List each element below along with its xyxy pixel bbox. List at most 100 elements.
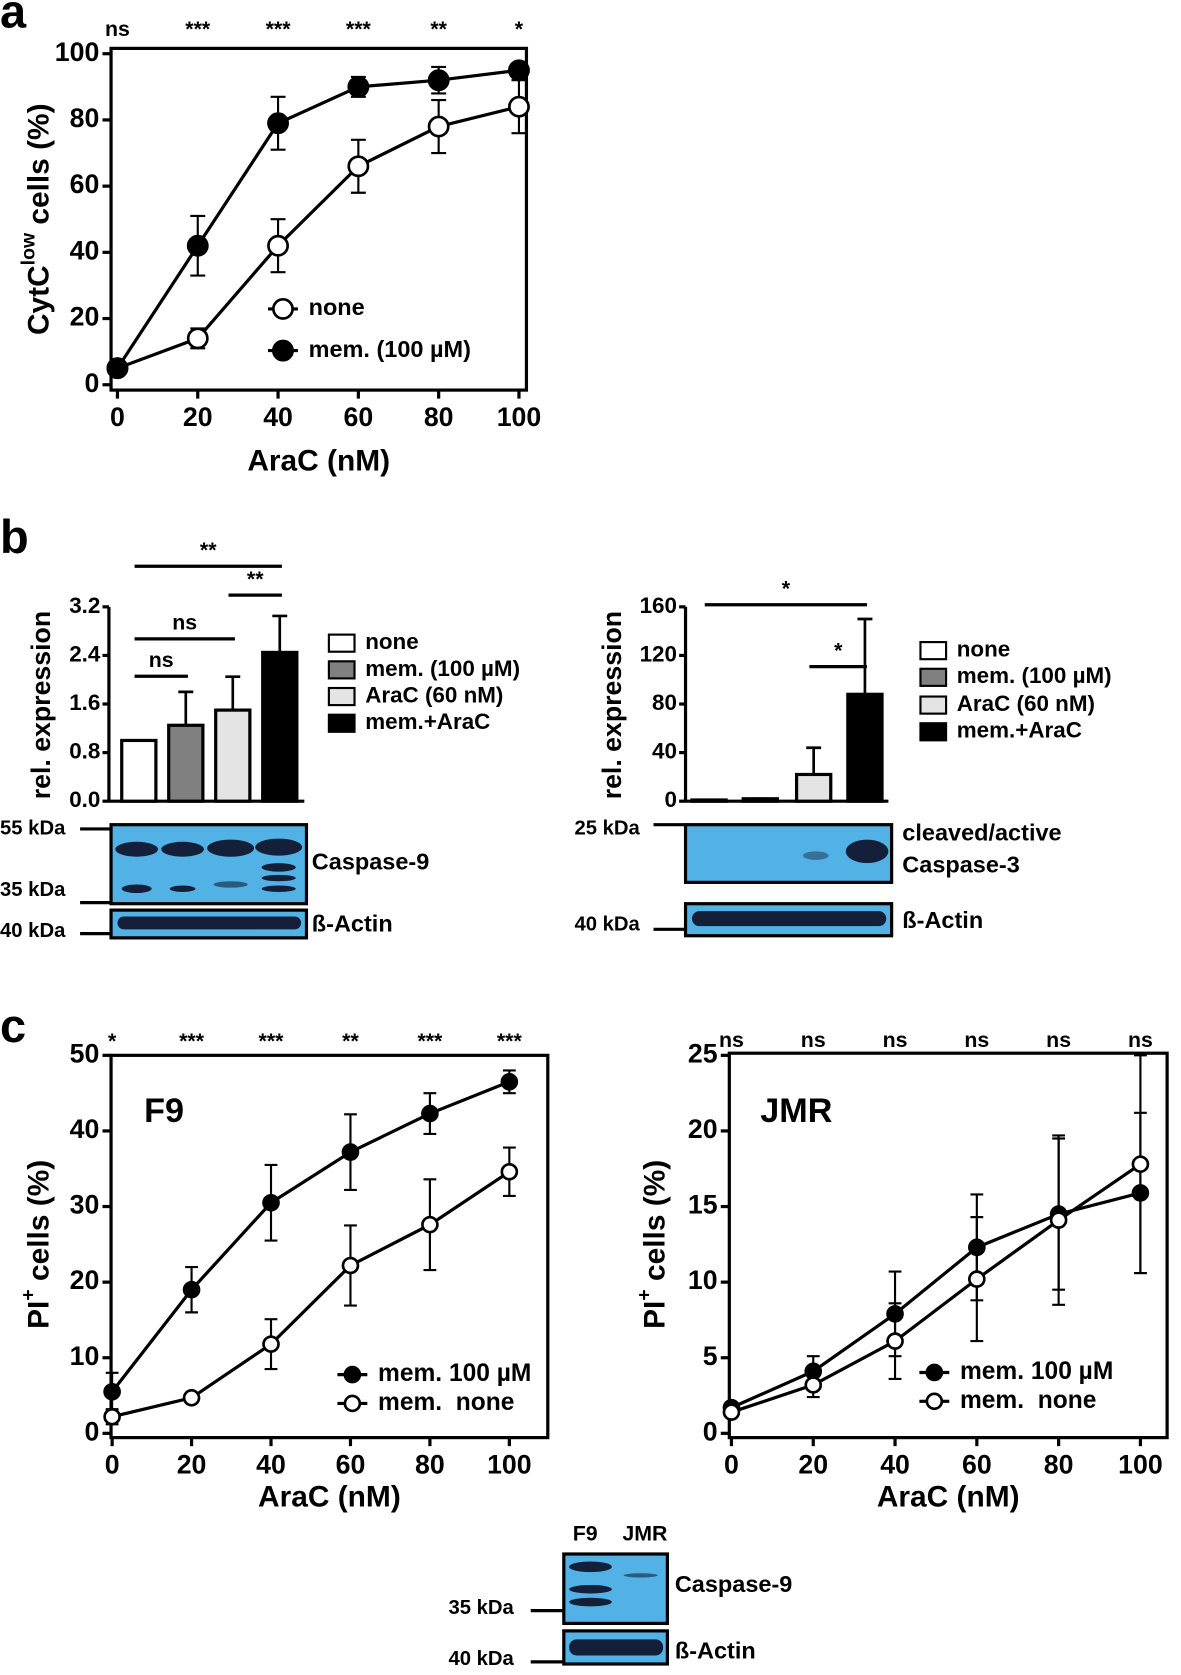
marker (103, 1382, 121, 1401)
marker (262, 1193, 280, 1212)
legend-swatch (327, 633, 356, 653)
band (117, 916, 302, 930)
bar (214, 708, 252, 803)
marker (804, 1376, 823, 1394)
marker (1131, 1184, 1150, 1202)
legend-swatch (919, 667, 948, 687)
y-tick-label: 5 (703, 1341, 718, 1371)
legend-marker (272, 339, 294, 362)
plot-title: JMR (760, 1092, 832, 1130)
x-tick-label: 40 (880, 1449, 910, 1479)
y-tick-label: 30 (70, 1190, 100, 1220)
legend-label: none (957, 637, 1011, 662)
y-tick-label: 0.0 (69, 787, 100, 812)
band (121, 884, 152, 894)
y-axis-title-part: + (634, 1289, 656, 1300)
y-tick-label: 3.2 (69, 593, 100, 618)
marker (508, 95, 530, 118)
bar (120, 738, 158, 803)
y-tick-label: 0 (84, 1416, 99, 1446)
y-tick-label: 40 (70, 1114, 100, 1144)
y-tick-label: 10 (688, 1265, 718, 1295)
significance: ns (883, 1028, 908, 1052)
y-tick-label: 100 (55, 37, 100, 67)
significance: *** (266, 17, 292, 41)
error-bar (806, 746, 822, 775)
marker (106, 357, 129, 380)
marker (267, 234, 290, 257)
y-axis-title: PI+ cells (%) (18, 1160, 56, 1329)
legend-label: mem. (100 µM) (365, 656, 520, 681)
x-tick-label: 40 (263, 402, 293, 432)
y-axis-title-part: + (18, 1289, 40, 1300)
legend-label: mem. none (960, 1387, 1096, 1414)
blot-label: cleaved/active (902, 819, 1061, 845)
band (213, 881, 248, 888)
significance: *** (346, 17, 372, 41)
bar (167, 723, 205, 803)
y-tick-label: 10 (70, 1341, 100, 1371)
marker (968, 1270, 986, 1288)
y-axis-title-part: cells (%) (22, 1160, 55, 1290)
band (207, 839, 255, 857)
x-axis-title: AraC (nM) (877, 1480, 1020, 1513)
legend-label: none (365, 629, 419, 654)
blot-label: Caspase-9 (312, 848, 429, 874)
marker (968, 1238, 986, 1257)
marker (886, 1332, 904, 1350)
y-tick-label: 1.6 (69, 690, 100, 715)
series-line (111, 1170, 511, 1419)
x-axis-title: AraC (nM) (247, 445, 390, 478)
y-axis-title: PI+ cells (%) (634, 1160, 672, 1329)
blot-label: ß-Actin (312, 910, 393, 936)
bar (846, 692, 884, 803)
panel-label: c (0, 999, 26, 1052)
legend-swatch (919, 695, 948, 715)
marker (182, 1388, 201, 1407)
marker (421, 1215, 439, 1234)
y-tick-label: 25 (688, 1038, 718, 1068)
band (569, 1639, 664, 1656)
significance: *** (179, 1029, 205, 1053)
band (569, 1597, 612, 1607)
marker (103, 1407, 121, 1426)
kda-label: 40 kDa (574, 913, 640, 935)
x-tick-label: 100 (1118, 1449, 1163, 1479)
x-tick-label: 60 (344, 402, 374, 432)
y-axis-title: rel. expression (597, 611, 627, 799)
legend-marker (925, 1392, 944, 1411)
kda-label: 40 kDa (448, 1648, 514, 1670)
band (161, 841, 204, 857)
marker (1049, 1211, 1068, 1229)
band (845, 839, 889, 864)
data-layer (722, 1054, 1150, 1421)
marker (347, 75, 370, 98)
lane-label: JMR (622, 1521, 667, 1545)
y-tick-label: 0 (665, 787, 677, 812)
y-tick-label: 80 (652, 690, 677, 715)
y-tick-label: 160 (640, 593, 677, 618)
error-bar (225, 675, 241, 711)
series-line (116, 68, 520, 370)
y-tick-label: 50 (70, 1038, 100, 1068)
band (169, 885, 196, 892)
significance: ns (172, 611, 197, 635)
x-tick-label: 0 (110, 402, 125, 432)
y-axis-title-part: cells (%) (22, 103, 55, 233)
kda-label: 40 kDa (0, 920, 66, 942)
marker (427, 69, 450, 92)
blot-label: ß-Actin (902, 907, 983, 933)
x-tick-label: 60 (336, 1449, 366, 1479)
x-tick-label: 20 (177, 1449, 207, 1479)
x-tick-label: 80 (415, 1449, 445, 1479)
significance: * (834, 638, 843, 662)
y-axis-title-part: PI (22, 1301, 55, 1329)
significance: ** (430, 17, 447, 41)
legend-label: AraC (60 nM) (957, 691, 1095, 716)
band (691, 911, 887, 927)
plot-title: F9 (144, 1092, 184, 1130)
marker (267, 112, 290, 135)
error-bar (178, 690, 194, 726)
band (802, 851, 829, 860)
